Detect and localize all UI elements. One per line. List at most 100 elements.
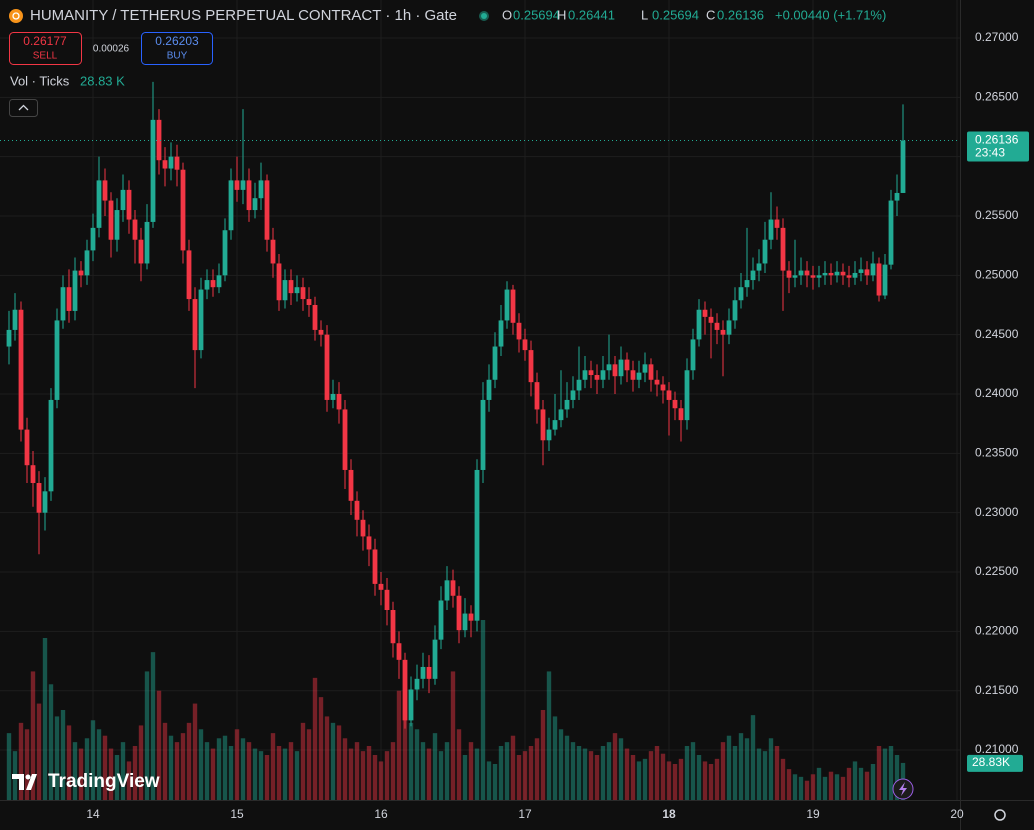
candle-body — [390, 609, 396, 644]
collapse-button[interactable] — [9, 99, 38, 117]
candle-body — [60, 287, 66, 321]
volume-bar — [834, 774, 840, 800]
candle-body — [564, 399, 570, 410]
candle-body — [366, 536, 372, 550]
y-tick-label: 0.25500 — [975, 208, 1019, 222]
volume-bar — [54, 716, 60, 800]
ohlc-label: C — [706, 7, 715, 22]
volume-bar — [822, 776, 828, 800]
volume-bar — [684, 746, 690, 800]
volume-bar — [528, 746, 534, 800]
volume-bar — [534, 738, 540, 800]
coin-icon — [9, 9, 23, 23]
sell-price: 0.26177 — [23, 34, 67, 48]
volume-bar — [312, 677, 318, 800]
candle-body — [228, 180, 234, 231]
volume-bar — [42, 638, 48, 800]
candle-body — [330, 394, 336, 400]
y-tick-label: 0.27000 — [975, 30, 1019, 44]
coin-icon-mark — [12, 12, 20, 20]
volume-bar — [558, 729, 564, 800]
volume-bar — [540, 710, 546, 800]
candle-body — [678, 408, 684, 421]
volume-bar — [570, 742, 576, 800]
volume-bar — [36, 703, 42, 800]
volume-bar — [798, 776, 804, 800]
candle-body — [876, 263, 882, 296]
volume-bar — [6, 733, 12, 800]
candle-body — [690, 339, 696, 371]
volume-bar — [720, 742, 726, 800]
candle-body — [12, 309, 18, 330]
volume-bar — [786, 769, 792, 800]
sell-label: SELL — [33, 51, 58, 62]
candle-body — [786, 270, 792, 278]
volume-bar — [468, 742, 474, 800]
candle-body — [252, 198, 258, 211]
volume-bar — [426, 748, 432, 800]
candle-body — [726, 320, 732, 335]
volume-bar — [120, 742, 126, 800]
candle-body — [792, 275, 798, 278]
candle-body — [894, 192, 900, 201]
candle-body — [456, 595, 462, 631]
candle-body — [324, 334, 330, 400]
ohlc-label: L — [641, 7, 648, 22]
volume-bar — [18, 722, 24, 800]
candle-body — [276, 263, 282, 301]
volume-bar — [30, 671, 36, 800]
volume-bar — [408, 722, 414, 800]
candle-body — [708, 316, 714, 323]
volume-bar — [420, 742, 426, 800]
candle-body — [198, 289, 204, 351]
candle-body — [606, 364, 612, 371]
buy-button[interactable] — [141, 32, 213, 65]
sell-button[interactable] — [9, 32, 82, 65]
volume-bar — [240, 738, 246, 800]
volume-bar — [270, 733, 276, 800]
candle-body — [336, 394, 342, 410]
volume-bar — [846, 767, 852, 800]
last-price-box — [967, 131, 1029, 162]
candle-body — [144, 221, 150, 264]
volume-bar — [204, 742, 210, 800]
candle-body — [342, 409, 348, 470]
candle-body — [612, 364, 618, 377]
countdown-label: 23:43 — [975, 146, 1005, 160]
candle-body — [732, 300, 738, 321]
candle-body — [168, 156, 174, 169]
candle-body — [492, 346, 498, 380]
candle-body — [234, 180, 240, 190]
volume-bar — [738, 733, 744, 800]
candle-body — [186, 250, 192, 300]
volume-bar — [348, 748, 354, 800]
candle-body — [816, 275, 822, 278]
volume-bar — [186, 722, 192, 800]
y-tick-label: 0.24000 — [975, 386, 1019, 400]
volume-bar — [750, 715, 756, 800]
volume-bar — [744, 738, 750, 800]
candle-body — [384, 589, 390, 610]
candle-body — [834, 271, 840, 276]
candle-body — [702, 309, 708, 317]
volume-bar — [438, 751, 444, 800]
volume-bar — [774, 746, 780, 800]
candle-body — [114, 210, 120, 240]
settings-icon[interactable] — [994, 809, 1006, 821]
candle-body — [540, 409, 546, 441]
x-tick-label: 17 — [518, 807, 532, 821]
volume-bar — [300, 722, 306, 800]
buy-price: 0.26203 — [155, 34, 199, 48]
candle-body — [522, 339, 528, 351]
candle-body — [294, 287, 300, 294]
volume-bar — [72, 742, 78, 800]
volume-bar — [450, 671, 456, 800]
candle-body — [768, 219, 774, 240]
volume-bar — [870, 764, 876, 800]
candle-body — [660, 384, 666, 391]
volume-bar — [24, 729, 30, 800]
volume-bar — [666, 761, 672, 800]
candle-body — [192, 299, 198, 351]
volume-bar — [90, 720, 96, 800]
candle-body — [264, 180, 270, 240]
